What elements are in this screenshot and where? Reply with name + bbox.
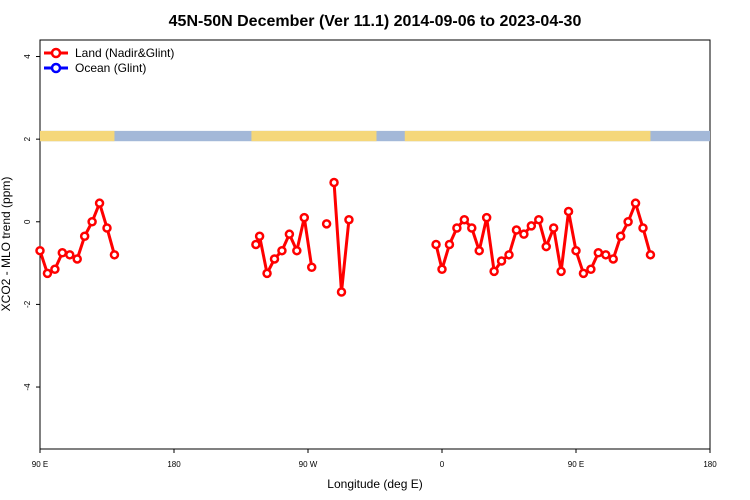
- data-point-0-47: [601, 250, 611, 260]
- data-point-0-14: [269, 254, 280, 264]
- x-tick-label-1: 180: [167, 460, 181, 469]
- data-point-0-9: [102, 223, 112, 233]
- data-point-0-43: [571, 245, 581, 256]
- data-point-0-32: [489, 266, 499, 277]
- data-point-0-5: [72, 254, 82, 264]
- data-point-0-52: [638, 223, 648, 233]
- data-point-0-0: [35, 245, 45, 256]
- data-point-0-36: [519, 229, 529, 239]
- data-point-0-23: [344, 214, 354, 225]
- series-line-0-1: [254, 216, 314, 275]
- x-tick-label-5: 180: [703, 460, 717, 469]
- y-axis-label: XCO2 - MLO trend (ppm): [0, 177, 13, 312]
- data-point-0-18: [299, 212, 310, 223]
- data-point-0-48: [608, 254, 618, 264]
- data-point-0-20: [321, 219, 332, 229]
- data-point-0-26: [444, 239, 455, 250]
- legend-land-label: Land (Nadir&Glint): [75, 46, 174, 60]
- land-band-2: [404, 130, 651, 142]
- data-point-0-45: [586, 264, 596, 275]
- data-point-0-3: [57, 248, 68, 258]
- data-point-0-33: [496, 256, 507, 266]
- data-point-0-38: [534, 214, 544, 225]
- data-point-0-2: [50, 264, 60, 275]
- data-point-0-22: [336, 287, 347, 297]
- data-point-0-6: [79, 231, 90, 241]
- data-point-0-13: [262, 268, 272, 279]
- data-point-0-44: [578, 268, 589, 279]
- data-point-0-49: [615, 231, 626, 241]
- chart-title: 45N-50N December (Ver 11.1) 2014-09-06 t…: [169, 13, 582, 30]
- data-point-0-28: [459, 214, 470, 225]
- series-line-0-3: [332, 182, 351, 294]
- y-tick-label-2: 0: [23, 219, 32, 224]
- data-point-0-1: [42, 268, 53, 279]
- x-axis-label: Longitude (deg E): [327, 477, 422, 491]
- data-point-0-34: [504, 250, 514, 260]
- land-band-1: [251, 130, 377, 142]
- x-tick-label-2: 90 W: [299, 460, 318, 469]
- x-tick-label-4: 90 E: [568, 460, 584, 469]
- legend-land-marker: [50, 47, 62, 59]
- y-tick-label-0: 4: [23, 54, 32, 59]
- data-point-0-29: [467, 223, 477, 233]
- legend-ocean-marker: [50, 62, 62, 74]
- x-axis: 90 E 180 90 W 0 90 E 180: [32, 449, 717, 469]
- data-point-0-17: [292, 245, 302, 256]
- data-point-0-40: [548, 223, 559, 233]
- data-point-0-7: [87, 217, 97, 227]
- x-tick-label-0: 90 E: [32, 460, 48, 469]
- data-point-0-10: [109, 250, 120, 260]
- data-point-0-51: [630, 198, 641, 208]
- data-point-0-8: [94, 198, 105, 208]
- y-tick-label-3: -2: [23, 300, 32, 308]
- data-point-0-24: [431, 239, 441, 250]
- data-point-0-11: [251, 239, 261, 250]
- data-point-0-21: [329, 177, 339, 188]
- y-tick-label-1: 2: [23, 136, 32, 141]
- y-tick-label-4: -4: [23, 383, 32, 391]
- land-ocean-strip: [40, 130, 710, 142]
- data-point-0-46: [593, 248, 604, 258]
- legend-item-land: Land (Nadir&Glint): [44, 46, 174, 60]
- data-point-0-30: [474, 245, 484, 256]
- data-point-0-16: [284, 229, 295, 239]
- data-point-0-4: [65, 250, 75, 260]
- data-point-0-50: [623, 217, 633, 227]
- legend-item-ocean: Ocean (Glint): [44, 61, 146, 75]
- legend: Land (Nadir&Glint) Ocean (Glint): [44, 46, 174, 75]
- data-point-0-15: [277, 245, 287, 256]
- data-point-0-27: [452, 223, 462, 233]
- land-band-0: [40, 130, 115, 142]
- series-layer: [35, 177, 656, 297]
- data-point-0-41: [556, 266, 566, 277]
- data-point-0-12: [254, 231, 265, 241]
- data-point-0-19: [306, 262, 317, 272]
- y-axis: 4 2 0 -2 -4: [23, 54, 40, 391]
- data-point-0-37: [526, 221, 537, 231]
- legend-ocean-label: Ocean (Glint): [75, 61, 146, 75]
- data-point-0-31: [481, 212, 492, 223]
- data-point-0-35: [511, 225, 522, 235]
- data-point-0-25: [437, 264, 447, 275]
- x-tick-label-3: 0: [440, 460, 445, 469]
- data-point-0-42: [563, 206, 574, 217]
- plot-frame: [39, 39, 711, 450]
- data-point-0-53: [645, 250, 656, 260]
- data-point-0-39: [541, 241, 551, 252]
